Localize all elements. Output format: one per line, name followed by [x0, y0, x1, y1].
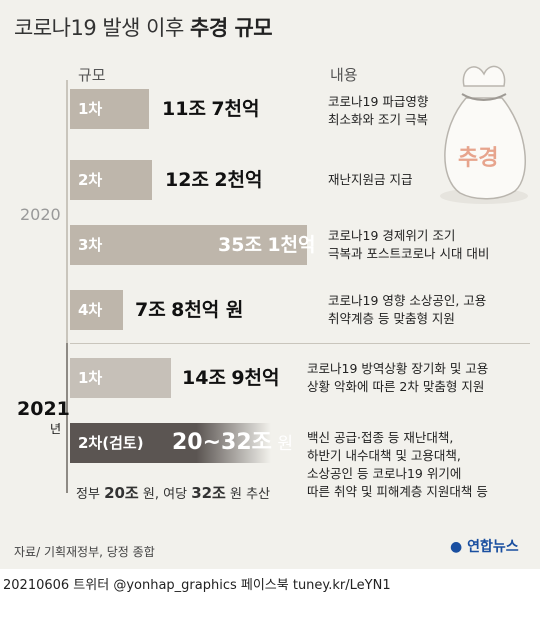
- bar-label: 1차: [78, 100, 103, 118]
- bar: 2차(검토): [70, 423, 271, 463]
- year-label-2020: 2020: [20, 205, 61, 224]
- year-divider: [70, 343, 530, 344]
- bar-value: 14조 9천억: [182, 367, 280, 389]
- bar: 3차: [70, 225, 307, 265]
- bar-label: 4차: [78, 301, 103, 319]
- bar-value: 35조 1천억: [218, 234, 316, 256]
- title-bold: 추경 규모: [190, 16, 273, 40]
- year-suffix-2021: 년: [50, 422, 62, 436]
- money-sack-icon: [440, 65, 528, 204]
- bar-label: 2차: [78, 171, 103, 189]
- bar-label: 2차(검토): [78, 434, 144, 452]
- year-label-2021: 2021: [17, 398, 70, 420]
- bar-value: 7조 8천억 원: [135, 299, 244, 321]
- year-bracket-2021: [66, 343, 68, 493]
- sack-label: 추경: [458, 146, 499, 171]
- bar-description: 코로나19 파급영향 최소화와 조기 극복: [328, 94, 429, 127]
- bar-description: 재난지원금 지급: [328, 172, 413, 187]
- bar-description: 코로나19 방역상황 장기화 및 고용 상황 악화에 따른 2차 맞춤형 지원: [307, 361, 489, 394]
- source-note: 자료/ 기획재정부, 당정 종합: [14, 545, 155, 559]
- yonhap-logo: ● 연합뉴스: [450, 539, 519, 555]
- footer-credit: 20210606 트위터 @yonhap_graphics 페이스북 tuney…: [3, 578, 391, 593]
- bar: 1차: [70, 358, 171, 398]
- estimate-note: 정부 20조 원, 여당 32조 원 추산: [76, 484, 271, 502]
- year-bracket-2020: [66, 80, 68, 343]
- bar-value: 20~32조 원: [172, 430, 293, 455]
- bar-label: 3차: [78, 236, 103, 254]
- bar-description: 코로나19 영향 소상공인, 고용 취약계층 등 맞춤형 지원: [328, 293, 487, 326]
- bar-value: 11조 7천억: [162, 98, 260, 120]
- logo-icon: ●: [450, 539, 463, 555]
- bar-description: 백신 공급·접종 등 재난대책, 하반기 내수대책 및 고용대책, 소상공인 등 코…: [307, 430, 488, 499]
- header-scale: 규모: [78, 66, 106, 84]
- chart-card: 코로나19 발생 이후 추경 규모 규모 내용 추경 2020 2021 년 1…: [0, 0, 540, 569]
- title-normal: 코로나19 발생 이후: [14, 16, 184, 40]
- bar: 2차: [70, 160, 152, 200]
- bar-description: 코로나19 경제위기 조기 극복과 포스트코로나 시대 대비: [328, 228, 490, 261]
- bar-value: 12조 2천억: [165, 169, 263, 191]
- chart-title: 코로나19 발생 이후 추경 규모: [14, 12, 273, 42]
- bar: 1차: [70, 89, 149, 129]
- header-content: 내용: [330, 66, 358, 84]
- bar: 4차: [70, 290, 123, 330]
- bar-label: 1차: [78, 369, 103, 387]
